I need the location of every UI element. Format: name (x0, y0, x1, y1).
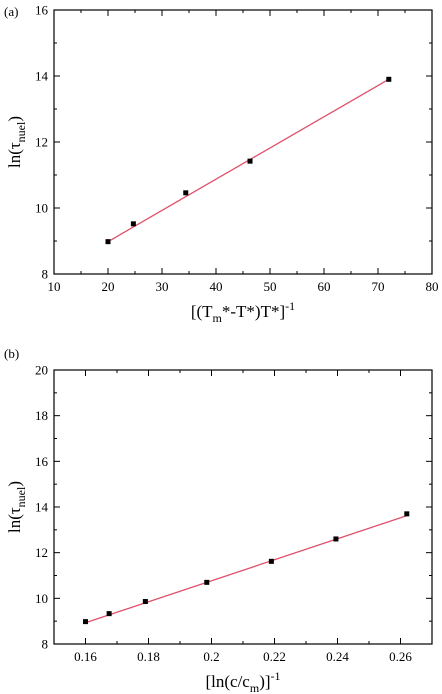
y-tick-label: 18 (35, 408, 48, 423)
x-axis-label-part: [ln(c/c (205, 672, 250, 691)
panel-label: (a) (4, 4, 18, 19)
data-point (204, 579, 210, 585)
x-tick-label: 70 (372, 279, 385, 294)
x-tick-label: 20 (102, 279, 115, 294)
y-axis-label: ln(τnuel) (5, 481, 28, 533)
y-axis-label-part: nuel (14, 486, 28, 507)
y-tick-label: 20 (35, 363, 48, 378)
x-tick-label: 60 (318, 279, 331, 294)
data-point (386, 76, 392, 82)
x-axis-label-part: m (250, 681, 260, 694)
fit-line (85, 515, 408, 624)
x-axis-label-part: *-T*)T*] (222, 302, 285, 321)
data-point (247, 158, 253, 164)
panel-label: (b) (4, 346, 19, 361)
y-tick-label: 8 (42, 267, 49, 282)
x-tick-label: 0.24 (326, 649, 349, 664)
x-tick-label: 0.16 (74, 649, 97, 664)
y-tick-label: 14 (35, 500, 49, 515)
x-tick-label: 0.26 (389, 649, 412, 664)
y-tick-label: 12 (35, 135, 48, 150)
x-tick-label: 30 (156, 279, 169, 294)
x-axis-label: [(Tm*-T*)T*]-1 (191, 299, 295, 325)
x-tick-label: 0.18 (137, 649, 160, 664)
x-tick-label: 50 (264, 279, 277, 294)
x-tick-label: 40 (210, 279, 223, 294)
data-point (183, 190, 189, 196)
y-tick-label: 14 (35, 69, 49, 84)
y-axis-label-part: ln(τ (5, 507, 24, 533)
data-point (83, 619, 88, 625)
x-tick-label: 10 (48, 279, 61, 294)
x-axis-label: [ln(c/cm)]-1 (205, 669, 280, 694)
data-point (333, 536, 339, 542)
y-tick-label: 16 (35, 454, 49, 469)
plot-frame (53, 369, 433, 645)
data-point (268, 558, 274, 564)
data-point (142, 599, 148, 605)
panel-a: 10 20 30 40 50 60 70 80810121416[(Tm*-T*)T*]-1l… (4, 3, 439, 326)
x-tick-label: 0.22 (263, 649, 286, 664)
y-tick-label: 10 (35, 591, 48, 606)
y-axis-label-part: ln(τ (5, 142, 24, 168)
x-axis-label-part: m (213, 311, 223, 325)
data-point (130, 221, 136, 227)
plot-frame (53, 9, 433, 275)
y-tick-label: 16 (35, 3, 49, 18)
y-axis-label-part: ) (5, 481, 24, 487)
x-axis-label-part: )] (259, 672, 270, 691)
y-tick-label: 8 (42, 637, 49, 652)
y-axis-label: ln(τnuel) (5, 116, 28, 168)
x-axis-label-part: [(T (191, 302, 213, 321)
y-axis-label-part: nuel (14, 121, 28, 142)
y-tick-label: 10 (35, 201, 48, 216)
x-axis-label-part: -1 (271, 669, 281, 683)
data-point (105, 239, 111, 245)
y-tick-label: 12 (35, 545, 48, 560)
data-point (106, 611, 112, 617)
panel-b: 0.16 0.18 0.2 0.22 0.24 0.26 8 10 12 14 16 18 20 [ln(… (4, 346, 433, 694)
x-axis-label-part: -1 (285, 299, 295, 313)
data-point (404, 511, 410, 517)
y-axis-label-part: ) (5, 116, 24, 122)
x-tick-label: 0.2 (203, 649, 219, 664)
x-tick-label: 80 (426, 279, 439, 294)
